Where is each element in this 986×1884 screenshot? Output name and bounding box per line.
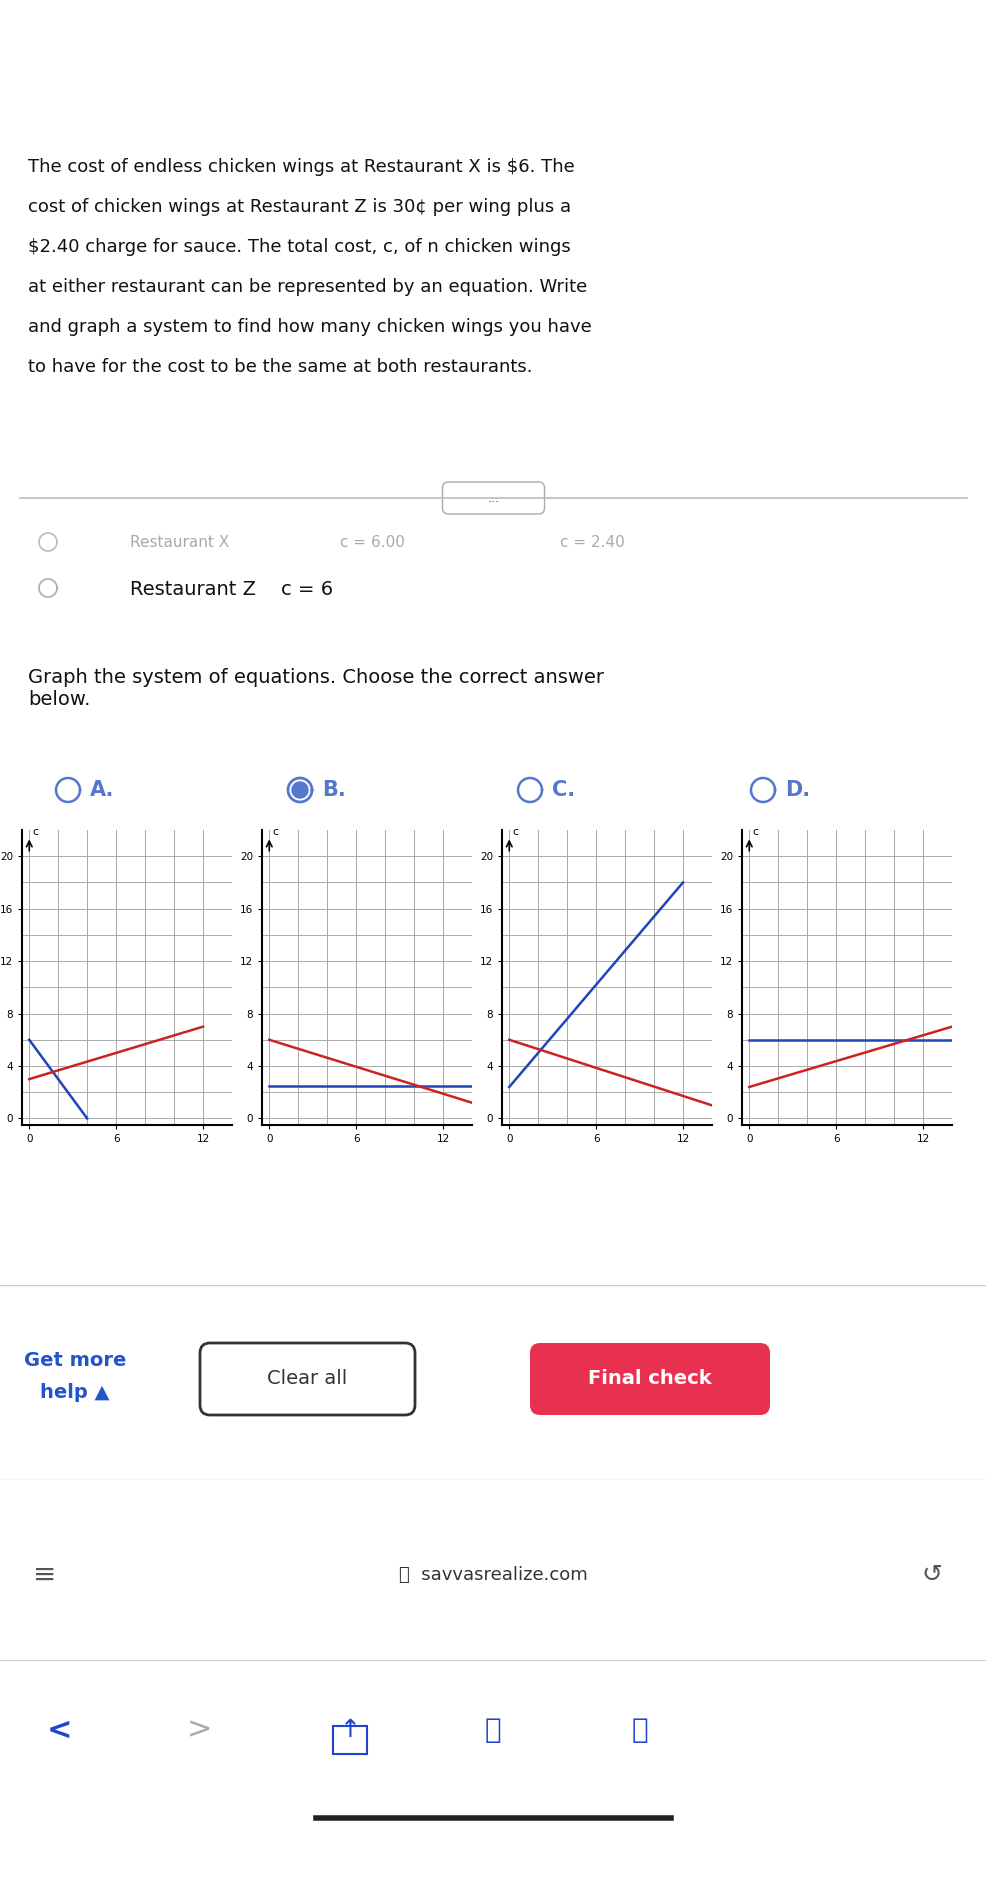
Text: $2.40 charge for sauce. The total cost, c, of n chicken wings: $2.40 charge for sauce. The total cost, … — [28, 237, 570, 256]
Text: and graph a system to find how many chicken wings you have: and graph a system to find how many chic… — [28, 318, 592, 335]
Text: B.: B. — [321, 780, 345, 801]
Text: ⚙: ⚙ — [938, 53, 964, 81]
Text: Final check: Final check — [588, 1370, 711, 1389]
Text: c: c — [32, 827, 38, 836]
Text: Part 2 of 3: Part 2 of 3 — [28, 55, 183, 79]
Text: c = 6.00: c = 6.00 — [339, 535, 404, 550]
Text: A.: A. — [90, 780, 114, 801]
Polygon shape — [292, 782, 308, 799]
FancyBboxPatch shape — [57, 1532, 929, 1618]
Text: The cost of endless chicken wings at Restaurant X is $6. The: The cost of endless chicken wings at Res… — [28, 158, 574, 175]
FancyBboxPatch shape — [529, 1343, 769, 1415]
Text: ≡: ≡ — [34, 1562, 56, 1588]
FancyBboxPatch shape — [200, 1343, 414, 1415]
FancyBboxPatch shape — [442, 482, 544, 514]
Text: ↺: ↺ — [921, 1564, 942, 1586]
Text: 🔒  savvasrealize.com: 🔒 savvasrealize.com — [398, 1566, 588, 1584]
Text: C.: C. — [551, 780, 575, 801]
Text: cost of chicken wings at Restaurant Z is 30¢ per wing plus a: cost of chicken wings at Restaurant Z is… — [28, 198, 571, 217]
Text: to have for the cost to be the same at both restaurants.: to have for the cost to be the same at b… — [28, 358, 532, 377]
Text: 📖: 📖 — [484, 1716, 501, 1745]
Text: Restaurant Z    c = 6: Restaurant Z c = 6 — [130, 580, 333, 599]
Text: Graph the system of equations. Choose the correct answer
below.: Graph the system of equations. Choose th… — [28, 669, 603, 708]
Text: ...: ... — [487, 492, 499, 505]
Text: Get more: Get more — [24, 1351, 126, 1370]
Text: ⧉: ⧉ — [631, 1716, 648, 1745]
Text: help ▲: help ▲ — [40, 1383, 109, 1402]
Text: c: c — [751, 827, 757, 836]
Text: D.: D. — [784, 780, 810, 801]
Text: >: > — [187, 1716, 213, 1745]
Text: c: c — [512, 827, 518, 836]
Text: ↑: ↑ — [339, 1718, 360, 1743]
Text: Clear all: Clear all — [266, 1370, 347, 1389]
Text: <: < — [47, 1716, 73, 1745]
Text: c = 2.40: c = 2.40 — [559, 535, 624, 550]
Text: at either restaurant can be represented by an equation. Write: at either restaurant can be represented … — [28, 279, 587, 296]
Text: Restaurant X: Restaurant X — [130, 535, 229, 550]
Text: c: c — [272, 827, 278, 836]
